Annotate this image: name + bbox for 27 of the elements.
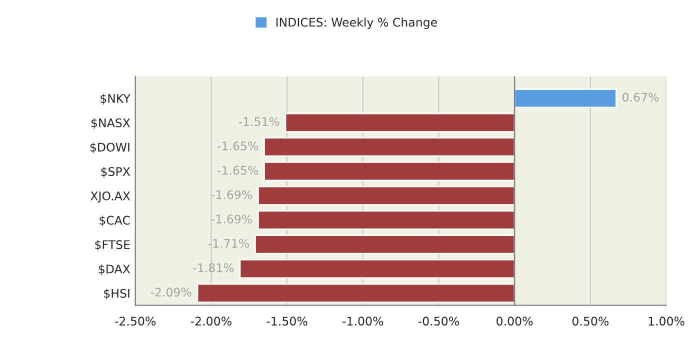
y-tick-label: $HSI — [104, 288, 130, 300]
data-label: -1.65% — [218, 166, 258, 175]
x-tick-label: -1.50% — [266, 316, 308, 326]
x-tick-label: 1.00% — [648, 316, 684, 326]
y-tick-label: $DOWI — [90, 142, 130, 154]
y-tick-label: $CAC — [100, 216, 130, 226]
data-label: -1.51% — [238, 117, 280, 126]
y-tick-label: $NKY — [100, 94, 130, 104]
data-label: -1.65% — [218, 141, 258, 150]
data-label: -1.69% — [211, 190, 252, 200]
y-tick-label: $NASX — [91, 118, 130, 129]
x-tick-label: 0.50% — [572, 316, 608, 326]
data-label: -1.81% — [193, 263, 234, 272]
data-label: -2.09% — [150, 288, 192, 297]
y-tick-label: $DAX — [98, 264, 130, 276]
x-tick-label: 0.00% — [496, 316, 533, 326]
legend-label: INDICES: Weekly % Change — [276, 18, 437, 29]
data-label: -1.69% — [211, 214, 252, 224]
x-tick-label: -1.00% — [342, 316, 384, 326]
data-label: 0.67% — [622, 92, 659, 102]
x-tick-label: -2.50% — [115, 316, 156, 326]
data-label: -1.71% — [208, 238, 249, 248]
x-tick-label: -0.50% — [418, 316, 459, 326]
x-tick-label: -2.00% — [190, 316, 232, 326]
y-tick-label: XJO.AX — [90, 191, 130, 203]
y-tick-label: $FTSE — [95, 240, 130, 251]
y-tick-label: $SPX — [101, 166, 130, 178]
